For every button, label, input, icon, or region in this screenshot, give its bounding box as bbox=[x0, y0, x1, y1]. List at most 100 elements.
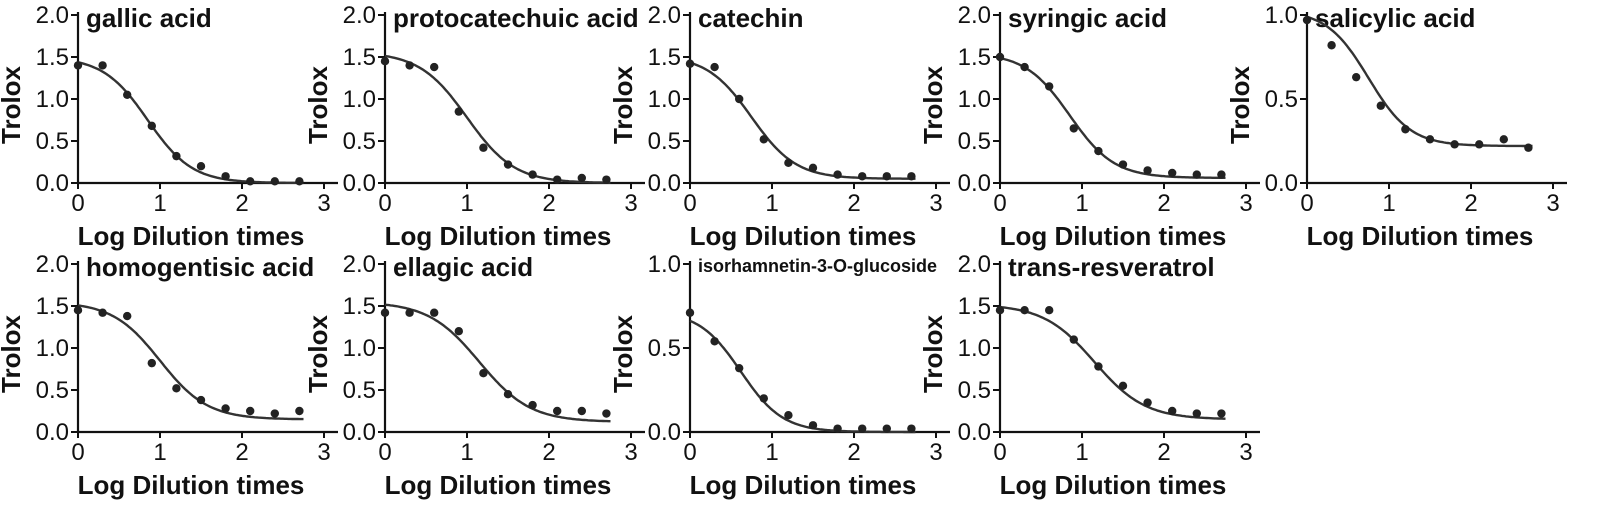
data-point bbox=[882, 424, 891, 433]
y-tick-label: 1.0 bbox=[648, 86, 681, 113]
chart-panel-1: 0.0 0.5 1.0 1.5 2.0 0 1 2 3 Log Dilution times Tro… bbox=[0, 2, 338, 251]
data-point bbox=[858, 424, 867, 433]
y-tick-label: 2.0 bbox=[958, 2, 991, 29]
y-axis-title: Trolox bbox=[1225, 65, 1255, 144]
y-tick-label: 2.0 bbox=[343, 2, 376, 29]
x-tick-label: 0 bbox=[993, 190, 1006, 217]
data-point bbox=[246, 406, 255, 416]
y-axis-title: Trolox bbox=[0, 65, 26, 144]
data-point bbox=[882, 172, 891, 181]
x-tick-label: 3 bbox=[624, 439, 637, 466]
x-tick-label: 2 bbox=[542, 190, 555, 217]
data-point bbox=[221, 172, 230, 181]
data-point bbox=[295, 177, 304, 186]
data-point bbox=[808, 421, 818, 430]
data-point bbox=[380, 308, 390, 317]
data-point bbox=[1192, 409, 1202, 418]
data-point bbox=[1143, 166, 1152, 175]
x-tick-label: 3 bbox=[929, 439, 942, 466]
data-point bbox=[172, 151, 181, 161]
y-axis-title: Trolox bbox=[303, 65, 333, 144]
data-point bbox=[479, 369, 488, 378]
data-point bbox=[784, 411, 793, 420]
y-tick-label: 1.0 bbox=[958, 335, 991, 362]
y-tick-label: 1.5 bbox=[648, 44, 681, 71]
data-point bbox=[1217, 409, 1226, 418]
data-point bbox=[1376, 101, 1386, 110]
data-point bbox=[1020, 306, 1029, 315]
data-point bbox=[454, 107, 463, 116]
data-point bbox=[808, 163, 818, 173]
data-point bbox=[147, 121, 156, 131]
data-point bbox=[995, 306, 1005, 315]
panel-title: ellagic acid bbox=[393, 252, 533, 282]
fit-curve bbox=[384, 303, 611, 423]
data-point bbox=[710, 62, 719, 72]
x-tick-label: 1 bbox=[460, 190, 473, 217]
data-point bbox=[172, 384, 181, 393]
chart-panel-2: 0.0 0.5 1.0 1.5 2.0 0 1 2 3 Log Dilution times Tro… bbox=[303, 2, 645, 251]
panel-title: trans-resveratrol bbox=[1008, 252, 1215, 282]
x-tick-label: 0 bbox=[683, 190, 696, 217]
data-point bbox=[1045, 306, 1054, 315]
data-point bbox=[246, 177, 255, 186]
chart-panel-4: 0.0 0.5 1.0 1.5 2.0 0 1 2 3 Log Dilution times Tro… bbox=[918, 2, 1260, 251]
panel-title: gallic acid bbox=[86, 3, 212, 33]
x-tick-label: 1 bbox=[460, 439, 473, 466]
data-point bbox=[602, 175, 611, 184]
y-axis-title: Trolox bbox=[303, 314, 333, 393]
data-point bbox=[479, 143, 488, 152]
x-tick-label: 3 bbox=[1239, 439, 1252, 466]
data-point bbox=[1302, 15, 1312, 25]
x-axis-title: Log Dilution times bbox=[1307, 221, 1534, 251]
y-tick-label: 2.0 bbox=[343, 251, 376, 278]
data-point bbox=[553, 406, 562, 416]
data-point bbox=[735, 363, 744, 373]
fit-curve bbox=[999, 56, 1226, 179]
x-tick-label: 3 bbox=[317, 439, 330, 466]
data-point bbox=[147, 358, 156, 368]
data-point bbox=[430, 308, 439, 317]
x-tick-label: 2 bbox=[1157, 190, 1170, 217]
x-tick-label: 2 bbox=[847, 439, 860, 466]
panel-title: protocatechuic acid bbox=[393, 3, 639, 33]
y-tick-label: 0.0 bbox=[958, 419, 991, 446]
data-point bbox=[295, 406, 304, 416]
x-axis-title: Log Dilution times bbox=[385, 221, 612, 251]
data-point bbox=[503, 390, 513, 399]
y-tick-label: 1.0 bbox=[648, 251, 681, 278]
data-point bbox=[1401, 125, 1410, 134]
y-tick-label: 0.5 bbox=[648, 335, 681, 362]
y-axis-title: Trolox bbox=[918, 65, 948, 144]
y-tick-label: 0.0 bbox=[36, 419, 69, 446]
data-point bbox=[1327, 41, 1336, 50]
data-point bbox=[123, 311, 132, 321]
data-point bbox=[784, 158, 793, 168]
data-point bbox=[1217, 170, 1226, 179]
fit-curve bbox=[999, 305, 1226, 420]
y-tick-label: 0.0 bbox=[958, 170, 991, 197]
chart-panel-5: 0.0 0.5 1.0 0 1 2 3 Log Dilution times Trolox sal… bbox=[1225, 2, 1567, 251]
data-point bbox=[1118, 160, 1128, 169]
y-tick-label: 1.5 bbox=[36, 293, 69, 320]
data-point bbox=[1020, 62, 1029, 72]
x-tick-label: 1 bbox=[765, 439, 778, 466]
x-tick-label: 0 bbox=[378, 439, 391, 466]
data-point bbox=[833, 170, 842, 179]
y-tick-label: 0.5 bbox=[1265, 86, 1298, 113]
x-tick-label: 1 bbox=[153, 190, 166, 217]
data-point bbox=[528, 400, 537, 410]
data-point bbox=[1069, 124, 1079, 133]
data-point bbox=[196, 162, 206, 171]
data-point bbox=[995, 52, 1005, 62]
x-axis-title: Log Dilution times bbox=[78, 470, 305, 500]
data-point bbox=[73, 61, 83, 70]
x-tick-label: 1 bbox=[1382, 190, 1395, 217]
y-axis-title: Trolox bbox=[608, 65, 638, 144]
x-tick-label: 0 bbox=[683, 439, 696, 466]
y-tick-label: 0.5 bbox=[958, 377, 991, 404]
panel-title: homogentisic acid bbox=[86, 252, 314, 282]
data-point bbox=[430, 62, 439, 72]
panel-title: isorhamnetin-3-O-glucoside bbox=[698, 256, 937, 276]
y-tick-label: 2.0 bbox=[648, 2, 681, 29]
